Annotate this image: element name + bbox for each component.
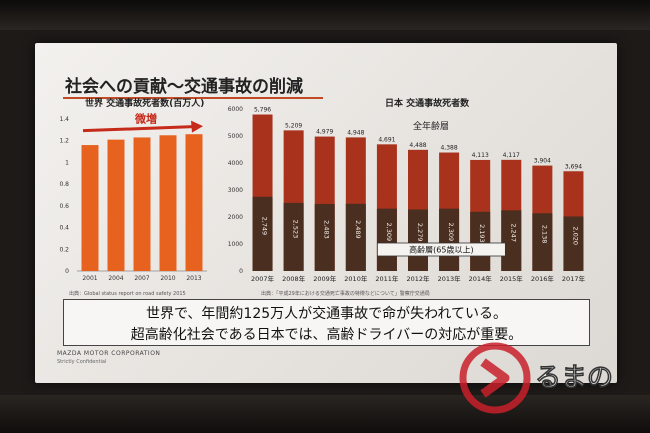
japan-elderly-label: 2,483 bbox=[323, 220, 331, 239]
japan-total-label: 4,948 bbox=[347, 129, 364, 136]
japan-elderly-label: 2,749 bbox=[261, 217, 269, 236]
increase-arrowhead bbox=[191, 120, 203, 133]
world-ytick: 1 bbox=[65, 159, 69, 166]
japan-ytick: 6000 bbox=[228, 106, 243, 113]
japan-total-label: 4,979 bbox=[316, 129, 333, 136]
japan-ytick: 1000 bbox=[228, 241, 243, 248]
message-line-1: 世界で、年間約125万人が交通事故で命が失われている。 bbox=[145, 306, 508, 322]
world-ytick: 1.4 bbox=[59, 116, 69, 123]
japan-elderly-bar bbox=[252, 196, 273, 271]
japan-fatalities-chart: 0 1000 2000 3000 4000 5000 6000 5,796 2,749 2007年… bbox=[228, 106, 586, 283]
world-bar bbox=[133, 137, 151, 271]
japan-total-label: 4,113 bbox=[472, 152, 489, 159]
message-line-2: 超高齢化社会である日本では、高齢ドライバーの対応が重要。 bbox=[130, 327, 523, 343]
all-ages-label: 全年齢層 bbox=[413, 122, 450, 132]
world-bar bbox=[107, 139, 125, 271]
japan-total-label: 4,388 bbox=[440, 145, 457, 152]
japan-elderly-label: 2,247 bbox=[509, 223, 517, 242]
japan-elderly-bar bbox=[563, 216, 584, 271]
company-name: MAZDA MOTOR CORPORATION bbox=[57, 350, 161, 357]
japan-xtick: 2012年 bbox=[406, 274, 430, 283]
japan-total-label: 3,904 bbox=[534, 158, 551, 165]
world-ytick: 0.6 bbox=[59, 203, 69, 210]
japan-elderly-label: 2,309 bbox=[447, 223, 455, 242]
world-ytick: 0.8 bbox=[59, 181, 69, 188]
japan-xtick: 2015年 bbox=[500, 274, 524, 283]
presentation-slide: 社会への貢献～交通事故の削減 世界 交通事故死者数(百万人) 日本 交通事故死者… bbox=[35, 43, 617, 383]
confidential-notice: Strictly Confidential bbox=[57, 359, 107, 365]
japan-elderly-bar bbox=[283, 202, 304, 271]
world-bar bbox=[159, 135, 177, 271]
key-message-box: 世界で、年間約125万人が交通事故で命が失われている。 超高齢化社会である日本で… bbox=[63, 299, 590, 346]
watermark-text: るまの bbox=[535, 363, 613, 393]
world-bar bbox=[81, 145, 99, 271]
world-chart-heading: 世界 交通事故死者数(百万人) bbox=[85, 99, 205, 109]
japan-elderly-bar bbox=[501, 210, 522, 271]
increase-annotation: 微増 bbox=[134, 112, 157, 126]
japan-ytick: 0 bbox=[239, 268, 243, 275]
japan-total-label: 4,488 bbox=[409, 142, 426, 149]
japan-ytick: 3000 bbox=[228, 187, 243, 194]
japan-xtick: 2010年 bbox=[344, 274, 368, 283]
world-chart-source: 出典：Global status report on road safety 2… bbox=[69, 291, 186, 297]
world-xtick: 2007 bbox=[134, 275, 149, 282]
audience-heads bbox=[0, 395, 650, 433]
japan-elderly-label: 2,309 bbox=[385, 223, 393, 242]
kuruma-news-logo-icon bbox=[459, 342, 531, 414]
japan-elderly-bar bbox=[345, 203, 366, 271]
japan-total-label: 5,209 bbox=[285, 122, 302, 129]
japan-total-label: 4,691 bbox=[378, 136, 395, 143]
japan-xtick: 2009年 bbox=[313, 274, 337, 283]
room-ceiling bbox=[0, 0, 650, 30]
japan-elderly-label: 2,279 bbox=[416, 223, 424, 242]
japan-total-label: 5,796 bbox=[254, 107, 271, 114]
elderly-legend-label: 高齢層(65歳以上) bbox=[409, 245, 473, 255]
world-xtick: 2010 bbox=[160, 275, 175, 282]
japan-xtick: 2016年 bbox=[531, 274, 555, 283]
japan-xtick: 2011年 bbox=[375, 274, 399, 283]
slide-title: 社会への貢献～交通事故の削減 bbox=[65, 77, 303, 97]
increase-arrow bbox=[82, 125, 194, 133]
elderly-legend-box bbox=[376, 242, 506, 257]
japan-elderly-bar bbox=[314, 203, 335, 271]
world-ytick: 0 bbox=[65, 268, 69, 275]
japan-elderly-label: 2,193 bbox=[478, 224, 486, 243]
title-underline bbox=[63, 97, 323, 99]
world-xtick: 2004 bbox=[108, 275, 123, 282]
japan-chart-heading: 日本 交通事故死者数 bbox=[385, 99, 470, 109]
japan-elderly-label: 2,489 bbox=[354, 220, 362, 239]
world-bar bbox=[185, 134, 203, 271]
japan-ytick: 4000 bbox=[228, 160, 243, 167]
japan-xtick: 2007年 bbox=[251, 274, 275, 283]
world-xtick: 2001 bbox=[82, 275, 97, 282]
world-ytick: 0.2 bbox=[59, 246, 69, 253]
japan-chart-source: 出典：「平成29年における交通死亡事故の特徴などについて」警察庁交通局 bbox=[261, 291, 430, 297]
japan-xtick: 2008年 bbox=[282, 274, 306, 283]
japan-elderly-bar bbox=[532, 213, 553, 271]
japan-elderly-label: 2,523 bbox=[292, 220, 300, 239]
world-xtick: 2013 bbox=[186, 275, 201, 282]
world-ytick: 0.4 bbox=[59, 225, 69, 232]
japan-total-label: 4,117 bbox=[503, 152, 520, 159]
japan-xtick: 2013年 bbox=[438, 274, 462, 283]
japan-xtick: 2014年 bbox=[469, 274, 493, 283]
japan-ytick: 5000 bbox=[228, 133, 243, 140]
japan-ytick: 2000 bbox=[228, 214, 243, 221]
japan-elderly-label: 2,138 bbox=[540, 225, 548, 244]
world-ytick: 1.2 bbox=[59, 138, 69, 145]
japan-elderly-label: 2,020 bbox=[571, 226, 579, 245]
watermark: るまの bbox=[459, 342, 613, 414]
japan-total-label: 3,694 bbox=[565, 163, 582, 170]
world-fatalities-chart: 0 0.2 0.4 0.6 0.8 1 1.2 1.4 2001 2004 2007 2010 2013… bbox=[59, 112, 207, 282]
japan-xtick: 2017年 bbox=[562, 274, 586, 283]
